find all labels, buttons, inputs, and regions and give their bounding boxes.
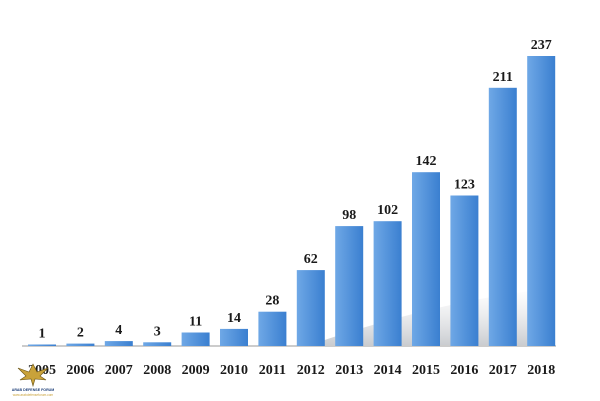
bar-2005 (28, 344, 56, 346)
data-label-2006: 2 (77, 326, 84, 341)
bar-2013 (335, 226, 364, 346)
x-tick-2008: 2008 (143, 363, 171, 378)
bar-2018 (527, 56, 556, 346)
bar-2011 (258, 311, 287, 346)
bar-2007 (104, 341, 133, 346)
forum-logo: ARAB DEFENSE FORUM www.arabdefenseforum.… (12, 363, 55, 397)
bar-2015 (412, 172, 440, 346)
data-label-2005: 1 (39, 327, 46, 342)
bar-2006 (66, 343, 95, 346)
bar-2008 (143, 342, 172, 346)
logo-line-1: ARAB DEFENSE FORUM (12, 388, 55, 392)
x-tick-2006: 2006 (66, 363, 94, 378)
data-label-2008: 3 (154, 324, 161, 339)
data-label-2007: 4 (115, 323, 122, 338)
x-tick-2018: 2018 (527, 363, 555, 378)
x-tick-2010: 2010 (220, 363, 248, 378)
x-tick-labels-layer: 2005200620072008200920102011201220132014… (28, 363, 555, 378)
x-tick-2016: 2016 (450, 363, 478, 378)
data-label-2013: 98 (342, 208, 356, 223)
bar-2016 (450, 195, 479, 346)
x-tick-2015: 2015 (412, 363, 440, 378)
bar-2010 (220, 328, 248, 346)
eagle-emblem-icon (17, 363, 49, 388)
data-label-2012: 62 (304, 252, 318, 267)
data-label-2011: 28 (265, 294, 279, 309)
data-label-2014: 102 (377, 203, 398, 218)
x-tick-2011: 2011 (259, 363, 286, 378)
bars-layer (28, 56, 556, 347)
data-labels-layer: 1 2 4 3 11 14 28 62 98 102 142 123 211 237 (39, 38, 552, 342)
data-label-2015: 142 (416, 154, 437, 169)
x-tick-2009: 2009 (182, 363, 210, 378)
data-label-2016: 123 (454, 178, 475, 193)
data-label-2010: 14 (227, 311, 241, 326)
x-tick-2007: 2007 (105, 363, 133, 378)
bar-2017 (488, 87, 517, 347)
data-label-2017: 211 (493, 70, 513, 85)
bar-2012 (296, 270, 325, 346)
x-tick-2017: 2017 (489, 363, 517, 378)
bar-2009 (181, 332, 210, 346)
data-label-2018: 237 (531, 38, 552, 53)
x-tick-2014: 2014 (374, 363, 402, 378)
x-tick-2012: 2012 (297, 363, 325, 378)
x-tick-2013: 2013 (335, 363, 363, 378)
data-label-2009: 11 (189, 315, 202, 330)
logo-line-2: www.arabdefenseforum.com (13, 393, 54, 397)
bar-2014 (373, 221, 402, 346)
